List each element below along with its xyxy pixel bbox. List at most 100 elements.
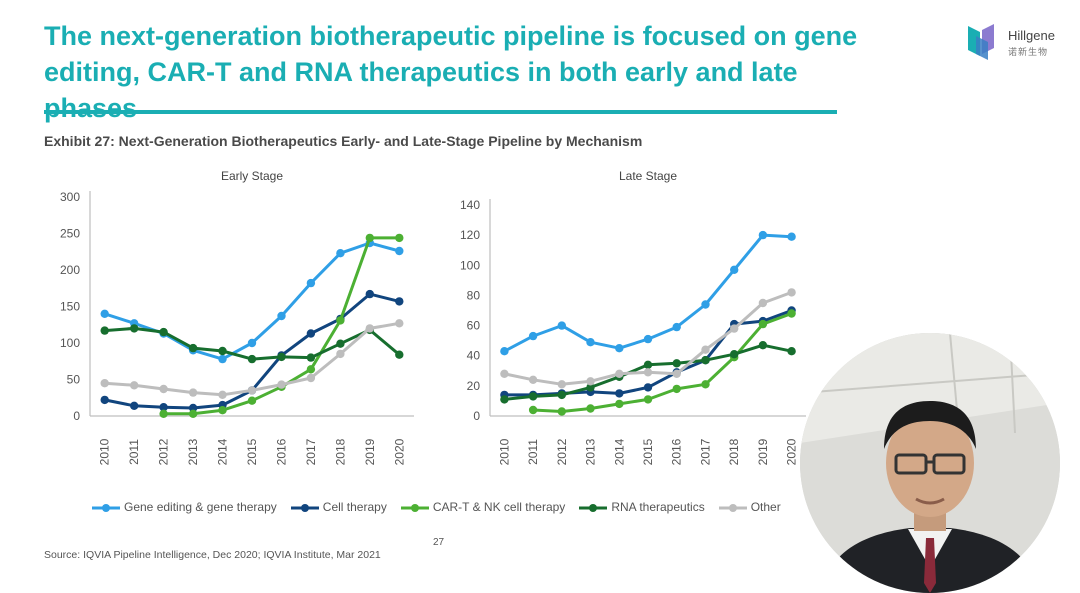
- data-point-cart: [615, 399, 624, 409]
- data-point-cart: [159, 409, 168, 418]
- y-tick-label: 100: [460, 258, 480, 272]
- y-tick-label: 140: [460, 198, 480, 212]
- data-point-other: [306, 373, 316, 383]
- x-tick-label: 2020: [785, 438, 799, 465]
- x-tick-label: 2019: [363, 438, 377, 465]
- x-tick-label: 2010: [497, 438, 511, 465]
- slide-title: The next-generation biotherapeutic pipel…: [44, 21, 858, 123]
- hillgene-logo-icon: [968, 24, 994, 60]
- x-tick-label: 2018: [333, 438, 347, 465]
- data-point-cart: [672, 384, 681, 394]
- y-tick-label: 80: [467, 288, 481, 302]
- data-point-rna: [586, 383, 595, 392]
- early-stage-chart: Early Stage 0 50 100 150 200 250 300 2010 2011 201…: [60, 169, 414, 465]
- x-tick-label: 2014: [216, 438, 230, 465]
- legend-label: Other: [750, 500, 781, 514]
- data-point-rna: [672, 359, 681, 368]
- x-tick-label: 2016: [670, 438, 684, 465]
- data-point-rna: [159, 327, 168, 337]
- series-line-gene: [503, 233, 792, 353]
- data-point-other: [218, 390, 227, 399]
- data-point-gene: [701, 300, 710, 309]
- data-point-rna: [643, 360, 653, 369]
- data-point-other: [557, 380, 566, 389]
- source-note: Source: IQVIA Pipeline Intelligence, Dec…: [44, 549, 381, 561]
- data-point-cell: [100, 395, 109, 405]
- data-point-rna: [277, 352, 286, 362]
- data-point-other: [586, 377, 595, 386]
- legend-item-other: Other: [718, 500, 781, 514]
- legend-label: RNA therapeutics: [611, 500, 705, 514]
- data-point-gene: [306, 278, 316, 288]
- data-point-rna: [500, 395, 509, 404]
- x-tick-label: 2014: [612, 438, 626, 465]
- legend-label: CAR-T & NK cell therapy: [432, 500, 566, 514]
- data-point-gene: [528, 331, 538, 341]
- data-point-rna: [188, 343, 198, 353]
- data-point-cart: [586, 404, 595, 413]
- x-tick-label: 2010: [98, 438, 112, 465]
- data-point-other: [395, 319, 404, 328]
- data-point-cart: [218, 406, 227, 415]
- x-tick-label: 2015: [245, 438, 259, 465]
- data-point-cell: [188, 403, 198, 413]
- data-point-rna: [758, 341, 768, 350]
- company-logo: Hillgene 诺新生物: [962, 20, 1072, 68]
- exhibit-caption: Exhibit 27: Next-Generation Biotherapeut…: [44, 133, 643, 149]
- data-point-other: [701, 345, 710, 354]
- data-point-cart: [247, 396, 257, 405]
- late-stage-chart: Late Stage 0 20 40 60 80 100 120 140 2010 2011 2012…: [460, 169, 806, 465]
- data-point-gene: [672, 322, 681, 332]
- data-point-rna: [730, 350, 739, 359]
- presenter-webcam: [800, 333, 1060, 593]
- y-tick-label: 250: [60, 227, 80, 241]
- data-point-cell: [365, 289, 374, 299]
- y-tick-label: 150: [60, 300, 80, 314]
- data-point-cart: [557, 407, 566, 416]
- data-point-cell: [159, 403, 168, 412]
- y-tick-label: 100: [60, 336, 80, 350]
- y-tick-label: 200: [60, 263, 80, 277]
- data-point-cart: [306, 365, 316, 374]
- data-point-rna: [787, 347, 796, 356]
- data-point-other: [615, 369, 624, 378]
- chart-legend: Gene editing & gene therapy Cell therapy…: [92, 498, 795, 516]
- data-point-rna: [100, 326, 109, 335]
- logo-name: Hillgene: [1008, 28, 1055, 43]
- data-point-gene: [586, 338, 595, 347]
- x-tick-label: 2018: [727, 438, 741, 465]
- data-point-other: [758, 298, 768, 308]
- data-point-gene: [557, 321, 566, 330]
- data-point-rna: [306, 353, 316, 362]
- logo-subtitle: 诺新生物: [1008, 47, 1049, 57]
- data-point-other: [277, 380, 286, 389]
- legend-item-cell: Cell therapy: [290, 500, 387, 514]
- data-point-rna: [557, 390, 566, 400]
- legend-label: Cell therapy: [322, 500, 387, 514]
- x-tick-label: 2017: [698, 438, 712, 465]
- legend-swatch-rna-icon: [579, 502, 608, 512]
- presenter-video-icon: [800, 333, 1060, 593]
- data-point-gene: [218, 354, 227, 364]
- data-point-other: [528, 375, 538, 384]
- y-tick-label: 0: [473, 409, 480, 423]
- data-point-other: [159, 384, 168, 394]
- page-number: 27: [433, 537, 445, 548]
- legend-swatch-cart-icon: [400, 502, 429, 512]
- data-point-other: [130, 381, 139, 390]
- x-tick-label: 2019: [756, 438, 770, 465]
- x-tick-label: 2012: [157, 438, 171, 465]
- data-point-rna: [701, 356, 710, 365]
- title-underline: [44, 110, 837, 114]
- y-tick-label: 50: [67, 373, 81, 387]
- chart-title: Late Stage: [619, 169, 677, 183]
- series-line-cart: [533, 312, 793, 413]
- data-point-cart: [365, 233, 374, 243]
- data-point-cell: [130, 401, 139, 410]
- legend-item-cart: CAR-T & NK cell therapy: [400, 500, 566, 514]
- legend-item-rna: RNA therapeutics: [579, 500, 705, 514]
- x-tick-label: 2012: [555, 438, 569, 465]
- data-point-gene: [615, 344, 624, 353]
- data-point-other: [643, 368, 653, 377]
- data-point-cart: [336, 316, 345, 325]
